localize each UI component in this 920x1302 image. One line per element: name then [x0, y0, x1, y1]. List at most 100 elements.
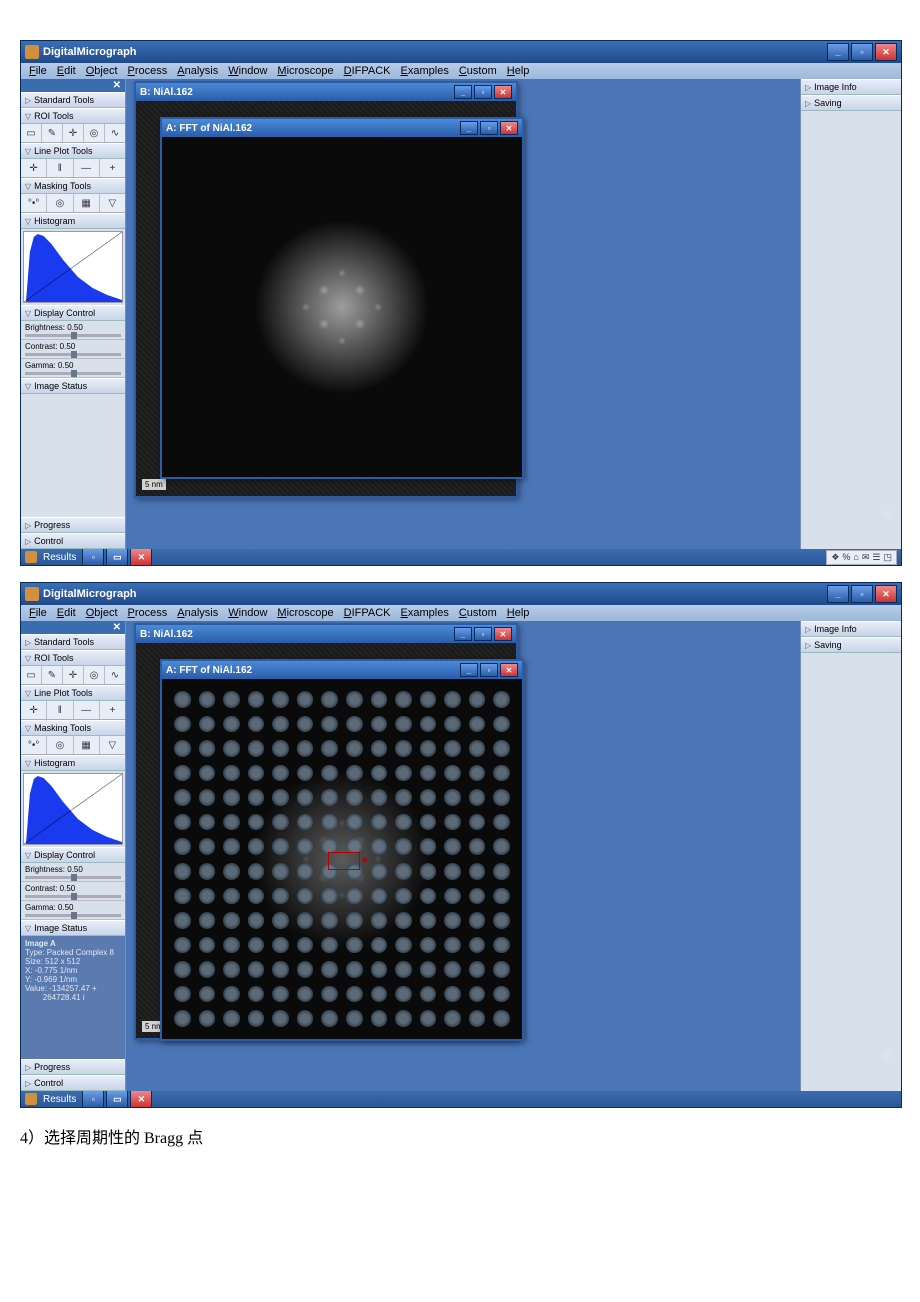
slider-brightness[interactable]: Brightness: 0.50 [21, 863, 125, 882]
menubar[interactable]: File Edit Object Process Analysis Window… [21, 605, 901, 621]
mask-dot[interactable] [321, 789, 338, 806]
mask-dot[interactable] [420, 863, 437, 880]
mask-dot[interactable] [371, 838, 388, 855]
mask-dot[interactable] [248, 814, 265, 831]
mask-dot[interactable] [321, 814, 338, 831]
panel-display-control[interactable]: ▽Display Control [21, 847, 125, 863]
panel-saving[interactable]: ▷Saving [801, 95, 901, 111]
results-restore-icon[interactable]: ▫ [82, 1090, 104, 1108]
mask-dot[interactable] [420, 765, 437, 782]
lineplot-3-icon[interactable]: — [74, 159, 100, 177]
mask-dot[interactable] [469, 912, 486, 929]
mask-dot[interactable] [248, 838, 265, 855]
menu-help[interactable]: Help [507, 607, 530, 619]
mask-dot[interactable] [346, 740, 363, 757]
mask-dot[interactable] [297, 691, 314, 708]
mask-dot[interactable] [469, 838, 486, 855]
histogram-plot[interactable] [23, 231, 123, 303]
mask-dot[interactable] [346, 937, 363, 954]
tool-free-icon[interactable]: ∿ [105, 124, 125, 142]
menu-microscope[interactable]: Microscope [277, 607, 333, 619]
mask-dot[interactable] [444, 937, 461, 954]
mask-dot[interactable] [346, 888, 363, 905]
mask-dot[interactable] [493, 863, 510, 880]
mask-dot[interactable] [199, 912, 216, 929]
menu-custom[interactable]: Custom [459, 65, 497, 77]
tool-circle-icon[interactable]: ◎ [84, 666, 105, 684]
panel-progress[interactable]: ▷Progress [21, 517, 125, 533]
mask-dot[interactable] [272, 838, 289, 855]
mask-dot[interactable] [272, 986, 289, 1003]
mask-2-icon[interactable]: ◎ [47, 736, 73, 754]
histogram-plot[interactable] [23, 773, 123, 845]
mask-dot[interactable] [321, 765, 338, 782]
mask-dot[interactable] [444, 838, 461, 855]
menu-microscope[interactable]: Microscope [277, 65, 333, 77]
mask-dot[interactable] [174, 888, 191, 905]
mask-dot[interactable] [174, 1010, 191, 1027]
child-min-icon[interactable]: _ [454, 627, 472, 641]
menu-analysis[interactable]: Analysis [177, 607, 218, 619]
tray-icon[interactable]: ☰ [872, 552, 880, 563]
slider-gamma[interactable]: Gamma: 0.50 [21, 901, 125, 920]
mask-dot[interactable] [420, 814, 437, 831]
mask-dot[interactable] [297, 863, 314, 880]
mask-dot[interactable] [371, 765, 388, 782]
mask-dot[interactable] [371, 888, 388, 905]
mask-dot[interactable] [174, 863, 191, 880]
mask-4-icon[interactable]: ▽ [100, 194, 125, 212]
mask-dot[interactable] [297, 1010, 314, 1027]
mask-dot[interactable] [444, 765, 461, 782]
mask-dot[interactable] [444, 691, 461, 708]
mask-dot[interactable] [297, 716, 314, 733]
mask-dot[interactable] [420, 716, 437, 733]
mask-dot[interactable] [272, 765, 289, 782]
mask-dot[interactable] [199, 838, 216, 855]
menu-file[interactable]: File [29, 607, 47, 619]
slider-contrast[interactable]: Contrast: 0.50 [21, 882, 125, 901]
mask-dot[interactable] [395, 740, 412, 757]
panel-image-info[interactable]: ▷Image Info [801, 621, 901, 637]
mask-dot[interactable] [346, 789, 363, 806]
mask-dot[interactable] [174, 740, 191, 757]
menu-file[interactable]: File [29, 65, 47, 77]
child-max-icon[interactable]: ▫ [474, 627, 492, 641]
menu-object[interactable]: Object [86, 65, 118, 77]
menu-edit[interactable]: Edit [57, 607, 76, 619]
mask-dot[interactable] [248, 986, 265, 1003]
titlebar[interactable]: DigitalMicrograph _ ▫ ✕ [21, 583, 901, 605]
mask-dot[interactable] [444, 912, 461, 929]
results-restore-icon[interactable]: ▫ [82, 548, 104, 566]
mask-dot[interactable] [444, 716, 461, 733]
mask-dot[interactable] [444, 863, 461, 880]
mask-dot[interactable] [223, 888, 240, 905]
mask-dot[interactable] [248, 912, 265, 929]
mask-dot[interactable] [493, 838, 510, 855]
mask-dot[interactable] [199, 814, 216, 831]
results-max-icon[interactable]: ▭ [106, 1090, 128, 1108]
mask-dot[interactable] [420, 986, 437, 1003]
mask-dot[interactable] [174, 912, 191, 929]
panel-roi-tools[interactable]: ▽ROI Tools [21, 650, 125, 666]
close-button[interactable]: ✕ [875, 585, 897, 603]
mask-dot[interactable] [493, 691, 510, 708]
mask-dot[interactable] [420, 961, 437, 978]
mask-dot[interactable] [272, 814, 289, 831]
menubar[interactable]: File Edit Object Process Analysis Window… [21, 63, 901, 79]
mask-dot[interactable] [493, 716, 510, 733]
mask-1-icon[interactable]: °•° [21, 194, 47, 212]
results-close-icon[interactable]: ✕ [130, 548, 152, 566]
tool-line-icon[interactable]: ✎ [42, 124, 63, 142]
menu-examples[interactable]: Examples [401, 65, 449, 77]
menu-help[interactable]: Help [507, 65, 530, 77]
mask-dot[interactable] [371, 789, 388, 806]
mask-dot[interactable] [469, 961, 486, 978]
titlebar[interactable]: DigitalMicrograph _ ▫ ✕ [21, 41, 901, 63]
sidebar-close-icon[interactable]: ✕ [21, 79, 125, 92]
mask-dot[interactable] [371, 1010, 388, 1027]
slider-gamma[interactable]: Gamma: 0.50 [21, 359, 125, 378]
mask-dot[interactable] [272, 1010, 289, 1027]
mask-dot[interactable] [321, 888, 338, 905]
mask-dot[interactable] [199, 986, 216, 1003]
panel-lineplot[interactable]: ▽Line Plot Tools [21, 143, 125, 159]
